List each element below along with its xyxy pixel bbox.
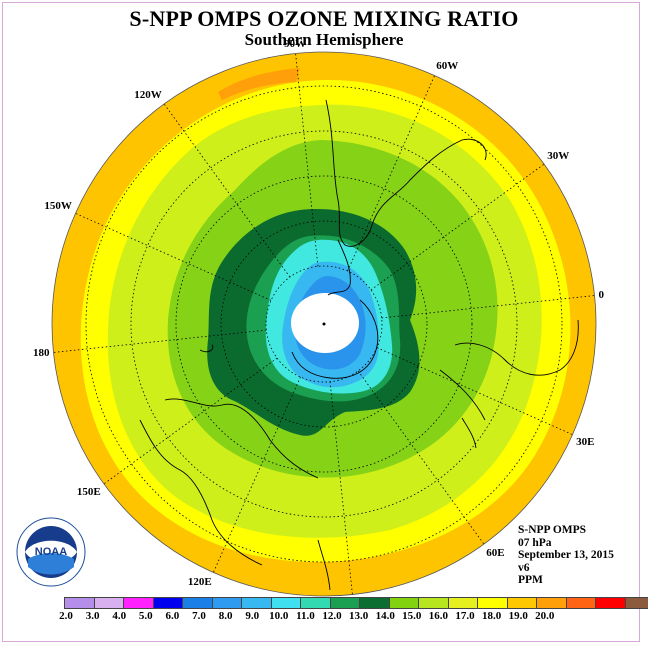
product-info: S-NPP OMPS 07 hPa September 13, 2015 v6 …	[518, 524, 614, 587]
noaa-logo: NOAA	[16, 517, 86, 587]
info-units: PPM	[518, 574, 543, 586]
colorbar-tick-label: 7.0	[192, 610, 206, 622]
image-frame	[2, 2, 640, 642]
colorbar-tick-label: 19.0	[508, 610, 528, 622]
longitude-label: 30E	[576, 436, 595, 449]
colorbar-tick-label: 18.0	[481, 610, 502, 622]
colorbar-swatch	[448, 598, 478, 608]
map-border	[51, 51, 597, 597]
longitude-label: 180	[33, 346, 50, 359]
longitude-label: 120W	[134, 88, 162, 101]
south-pole-marker	[322, 322, 326, 326]
colorbar-tick-label: 8.0	[218, 610, 233, 622]
colorbar-tick-label: 17.0	[455, 610, 475, 622]
colorbar-swatch	[360, 598, 390, 608]
colorbar-swatch	[419, 598, 449, 608]
map-title: S-NPP OMPS OZONE MIXING RATIO	[129, 6, 519, 31]
colorbar-tick-label: 3.0	[85, 610, 100, 622]
colorbar-tick-label: 4.0	[112, 610, 127, 622]
colorbar-swatch	[625, 598, 648, 608]
colorbar-swatch	[153, 598, 183, 608]
colorbar-tick-label: 14.0	[375, 610, 395, 622]
colorbar-tick-label: 16.0	[428, 610, 449, 622]
longitude-label: 60E	[486, 547, 505, 560]
colorbar-swatch	[124, 598, 154, 608]
colorbar-swatch	[65, 598, 95, 608]
colorbar-swatch	[301, 598, 331, 608]
colorbar-swatch	[507, 598, 537, 608]
colorbar-swatch	[330, 598, 360, 608]
colorbar-tick-label: 11.0	[296, 610, 315, 622]
info-instrument: S-NPP OMPS	[518, 524, 587, 536]
info-date: September 13, 2015	[518, 549, 614, 561]
colorbar-swatch	[537, 598, 567, 608]
colorbar-swatch	[271, 598, 301, 608]
longitude-label: 150E	[76, 486, 101, 499]
colorbar-swatch	[212, 598, 242, 608]
colorbar-tick-label: 12.0	[322, 610, 342, 622]
colorbar-swatch	[389, 598, 419, 608]
longitude-label: 90W	[284, 37, 307, 50]
colorbar-swatch	[94, 598, 124, 608]
info-version: v6	[518, 561, 530, 574]
longitude-label: 30W	[547, 149, 570, 162]
colorbar-tick-label: 9.0	[245, 610, 260, 622]
coastlines	[139, 99, 579, 591]
longitude-label: 60W	[436, 59, 459, 72]
longitude-label: 120E	[187, 576, 212, 589]
map-subtitle: Southern Hemisphere	[244, 30, 404, 49]
colorbar	[64, 597, 648, 609]
colorbar-tick-label: 15.0	[402, 610, 422, 622]
longitude-label: 0	[598, 289, 604, 302]
ozone-band-16-17	[218, 68, 300, 100]
colorbar-swatch	[242, 598, 272, 608]
colorbar-tick-label: 10.0	[269, 610, 289, 622]
graticule	[53, 53, 595, 595]
info-level: 07 hPa	[518, 536, 552, 549]
colorbar-tick-label: 2.0	[59, 610, 73, 622]
longitude-label: 150W	[44, 199, 72, 212]
colorbar-swatch	[596, 598, 626, 608]
colorbar-tick-label: 6.0	[165, 610, 180, 622]
colorbar-tick-label: 5.0	[138, 610, 153, 622]
logo-text: NOAA	[35, 546, 67, 558]
colorbar-swatch	[566, 598, 596, 608]
colorbar-tick-label: 20.0	[535, 610, 555, 622]
colorbar-swatch	[183, 598, 213, 608]
colorbar-swatch	[478, 598, 508, 608]
colorbar-tick-label: 13.0	[348, 610, 369, 622]
